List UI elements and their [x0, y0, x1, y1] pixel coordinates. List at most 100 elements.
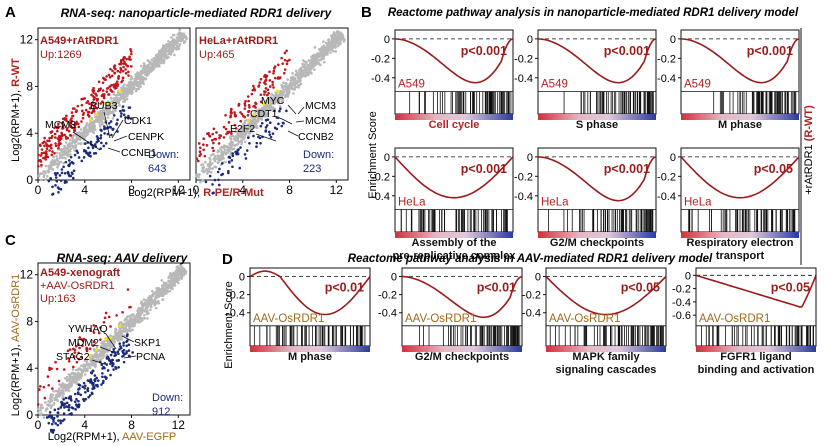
gsea-y-tick: -0.6 — [672, 310, 691, 322]
x-tick-label: 0 — [35, 183, 42, 197]
gsea-y-tick: -0.2 — [378, 290, 397, 302]
gsea-y-tick: 0 — [384, 152, 390, 164]
gsea-y-tick: -0.4 — [371, 191, 390, 203]
y-tick-label: 0 — [26, 173, 33, 187]
side-label-text: +rAtRDR1 — [803, 141, 815, 195]
cell-line-label: A549 — [684, 79, 711, 91]
y-tick-label: 12 — [20, 268, 34, 282]
y-tick-label: 4 — [26, 126, 33, 140]
cell-line-label: HeLa — [541, 197, 569, 209]
enrichment-curve — [680, 156, 800, 199]
enrichment-curve — [394, 156, 514, 199]
pathway-label: M phase — [288, 351, 332, 363]
gsea-y-tick: 0 — [527, 34, 533, 46]
pathway-label-line2: pre-replicative complex — [393, 250, 517, 262]
p-value: p<0.01 — [325, 280, 364, 294]
xenograft-gene-labels: YWHAQ MDM2 SKP1 STAG2 PCNA — [56, 323, 165, 365]
panel-c-xlabel-prefix: Log2(RPM+1), — [48, 431, 122, 443]
panel-a-xlabel: Log2(RPM+1), R-PE/R-Mut — [128, 187, 264, 199]
panel-c-ylabel: Log2(RPM+1), AAV-OsRDR1 — [10, 274, 22, 417]
gsea-plot: 0 -0.2 -0.4 p<0.05 HeLa Respiratory electront… — [657, 147, 800, 262]
panel-b-title: Reactome pathway analysis in nanoparticl… — [388, 7, 799, 19]
gsea-y-tick: -0.2 — [672, 284, 691, 296]
gsea-plots-b: 0 -0.2 -0.4 p<0.001 A549 Cell cycle 0 -0.2 -0.4 p… — [371, 29, 800, 262]
gene-label-pcna: PCNA — [136, 351, 165, 363]
x-tick-label: 8 — [128, 418, 135, 432]
x-tick-label: 4 — [81, 183, 88, 197]
pathway-label-line2: binding and activation — [698, 364, 815, 376]
x-tick-label: 12 — [172, 418, 186, 432]
x-tick-label: 12 — [330, 183, 344, 197]
pathway-label: Cell cycle — [429, 119, 480, 131]
xenograft-sample-sublabel: +AAV-OsRDR1 — [40, 280, 115, 292]
xenograft-gene-leader-lines — [91, 333, 137, 365]
cell-line-label: HeLa — [398, 197, 426, 209]
gsea-y-tick: 0 — [670, 34, 676, 46]
pathway-label: MAPK family — [572, 351, 640, 363]
cell-line-label: AAV-OsRDR1 — [549, 313, 620, 325]
gsea-y-tick: -0.4 — [514, 73, 533, 85]
panel-a-ylabel-prefix: Log2(RPM+1), — [10, 87, 22, 162]
gene-label-ccne1: CCNE1 — [121, 147, 157, 159]
y-tick-label: 0 — [26, 408, 33, 422]
a549-down-label: Down: — [148, 149, 179, 161]
p-value: p<0.05 — [621, 280, 660, 294]
a549-gene-labels: BUB3 CDK1 MCM8 CENPK CCNE1 — [45, 100, 164, 159]
panel-a-title: RNA-seq: nanoparticle-mediated RDR1 deli… — [61, 6, 333, 20]
gsea-y-tick: 0 — [384, 34, 390, 46]
hela-down-label: Down: — [303, 149, 334, 161]
gene-label-bub3: BUB3 — [90, 100, 118, 112]
panel-b-ylabel: Enrichment Score — [367, 111, 379, 198]
gene-label-myc: MYC — [261, 95, 285, 107]
gsea-y-tick: -0.2 — [657, 53, 676, 65]
gene-label-ccnb2: CCNB2 — [298, 131, 334, 143]
side-label-highlight: (R-WT) — [803, 105, 815, 141]
gsea-y-tick: -0.4 — [371, 73, 390, 85]
enrichment-curve — [545, 275, 667, 316]
a549-gene-leader-lines — [72, 111, 128, 153]
xenograft-down-count: 912 — [152, 406, 170, 418]
gene-label-ywhaq: YWHAQ — [68, 323, 108, 335]
gsea-plot: 0 -0.2 -0.4 p<0.01 AAV-OsRDR1 G2/M checkpoint… — [378, 267, 523, 363]
gsea-y-tick: -0.4 — [378, 308, 397, 320]
panel-letter-b: B — [361, 4, 372, 21]
gsea-y-tick: -0.4 — [657, 73, 676, 85]
panel-a-xlabel-prefix: Log2(RPM+1), — [128, 187, 203, 199]
enrichment-curve — [695, 274, 817, 308]
gene-label-e2f2: E2F2 — [230, 123, 255, 135]
gsea-frame — [394, 147, 514, 233]
gsea-plot: 0 -0.2 -0.4 p<0.05 AAV-OsRDR1 MAPK familysign… — [522, 267, 667, 376]
hela-down-count: 223 — [303, 163, 321, 175]
gsea-y-tick: 0 — [535, 272, 541, 284]
gsea-y-tick: -0.4 — [522, 308, 541, 320]
pathway-label-line2: transport — [716, 250, 765, 262]
gsea-y-tick: 0 — [670, 152, 676, 164]
gsea-y-tick: -0.2 — [514, 171, 533, 183]
hela-sample-label: HeLa+rAtRDR1 — [199, 35, 278, 47]
gsea-y-tick: 0 — [391, 272, 397, 284]
gsea-y-tick: -0.4 — [514, 191, 533, 203]
gene-label-cdt1: CDT1 — [250, 108, 278, 120]
gsea-y-tick: 0 — [685, 270, 691, 282]
hela-gene-leader-lines — [255, 104, 305, 142]
gsea-y-tick: -0.2 — [522, 290, 541, 302]
panel-c-ylabel-suffix: AAV-OsRDR1 — [10, 274, 22, 342]
panel-c-xlabel: Log2(RPM+1), AAV-EGFP — [48, 431, 177, 443]
x-tick-label: 4 — [81, 418, 88, 432]
x-tick-label: 0 — [35, 418, 42, 432]
pathway-label: G2/M checkpoints — [415, 351, 509, 363]
enrichment-curve — [537, 38, 657, 84]
cell-line-label: AAV-OsRDR1 — [253, 313, 324, 325]
gsea-plot: 0 -0.2 -0.4 p<0.001 HeLa Assembly of thepre-r… — [371, 147, 517, 262]
panel-a-ylabel: Log2(RPM+1), R-WT — [10, 58, 22, 162]
panel-c-xlabel-suffix: AAV-EGFP — [122, 431, 176, 443]
enrichment-curve — [680, 38, 800, 84]
hela-up-count: Up:465 — [199, 49, 234, 61]
panel-letter-d: D — [222, 251, 233, 268]
hela-gene-labels: MYC MCM3 CDT1 MCM4 E2F2 CCNB2 — [230, 95, 336, 143]
cell-line-label: AAV-OsRDR1 — [405, 313, 476, 325]
scatter-plot-xenograft: 00 4 4 8 8 12 12 — [20, 262, 191, 434]
gsea-y-tick: 0 — [527, 152, 533, 164]
gsea-plot: 0 -0.2 -0.4 p<0.001 A549 S phase — [514, 29, 657, 131]
